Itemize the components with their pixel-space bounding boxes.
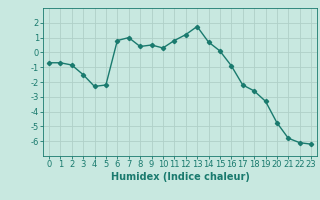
X-axis label: Humidex (Indice chaleur): Humidex (Indice chaleur): [111, 172, 249, 182]
